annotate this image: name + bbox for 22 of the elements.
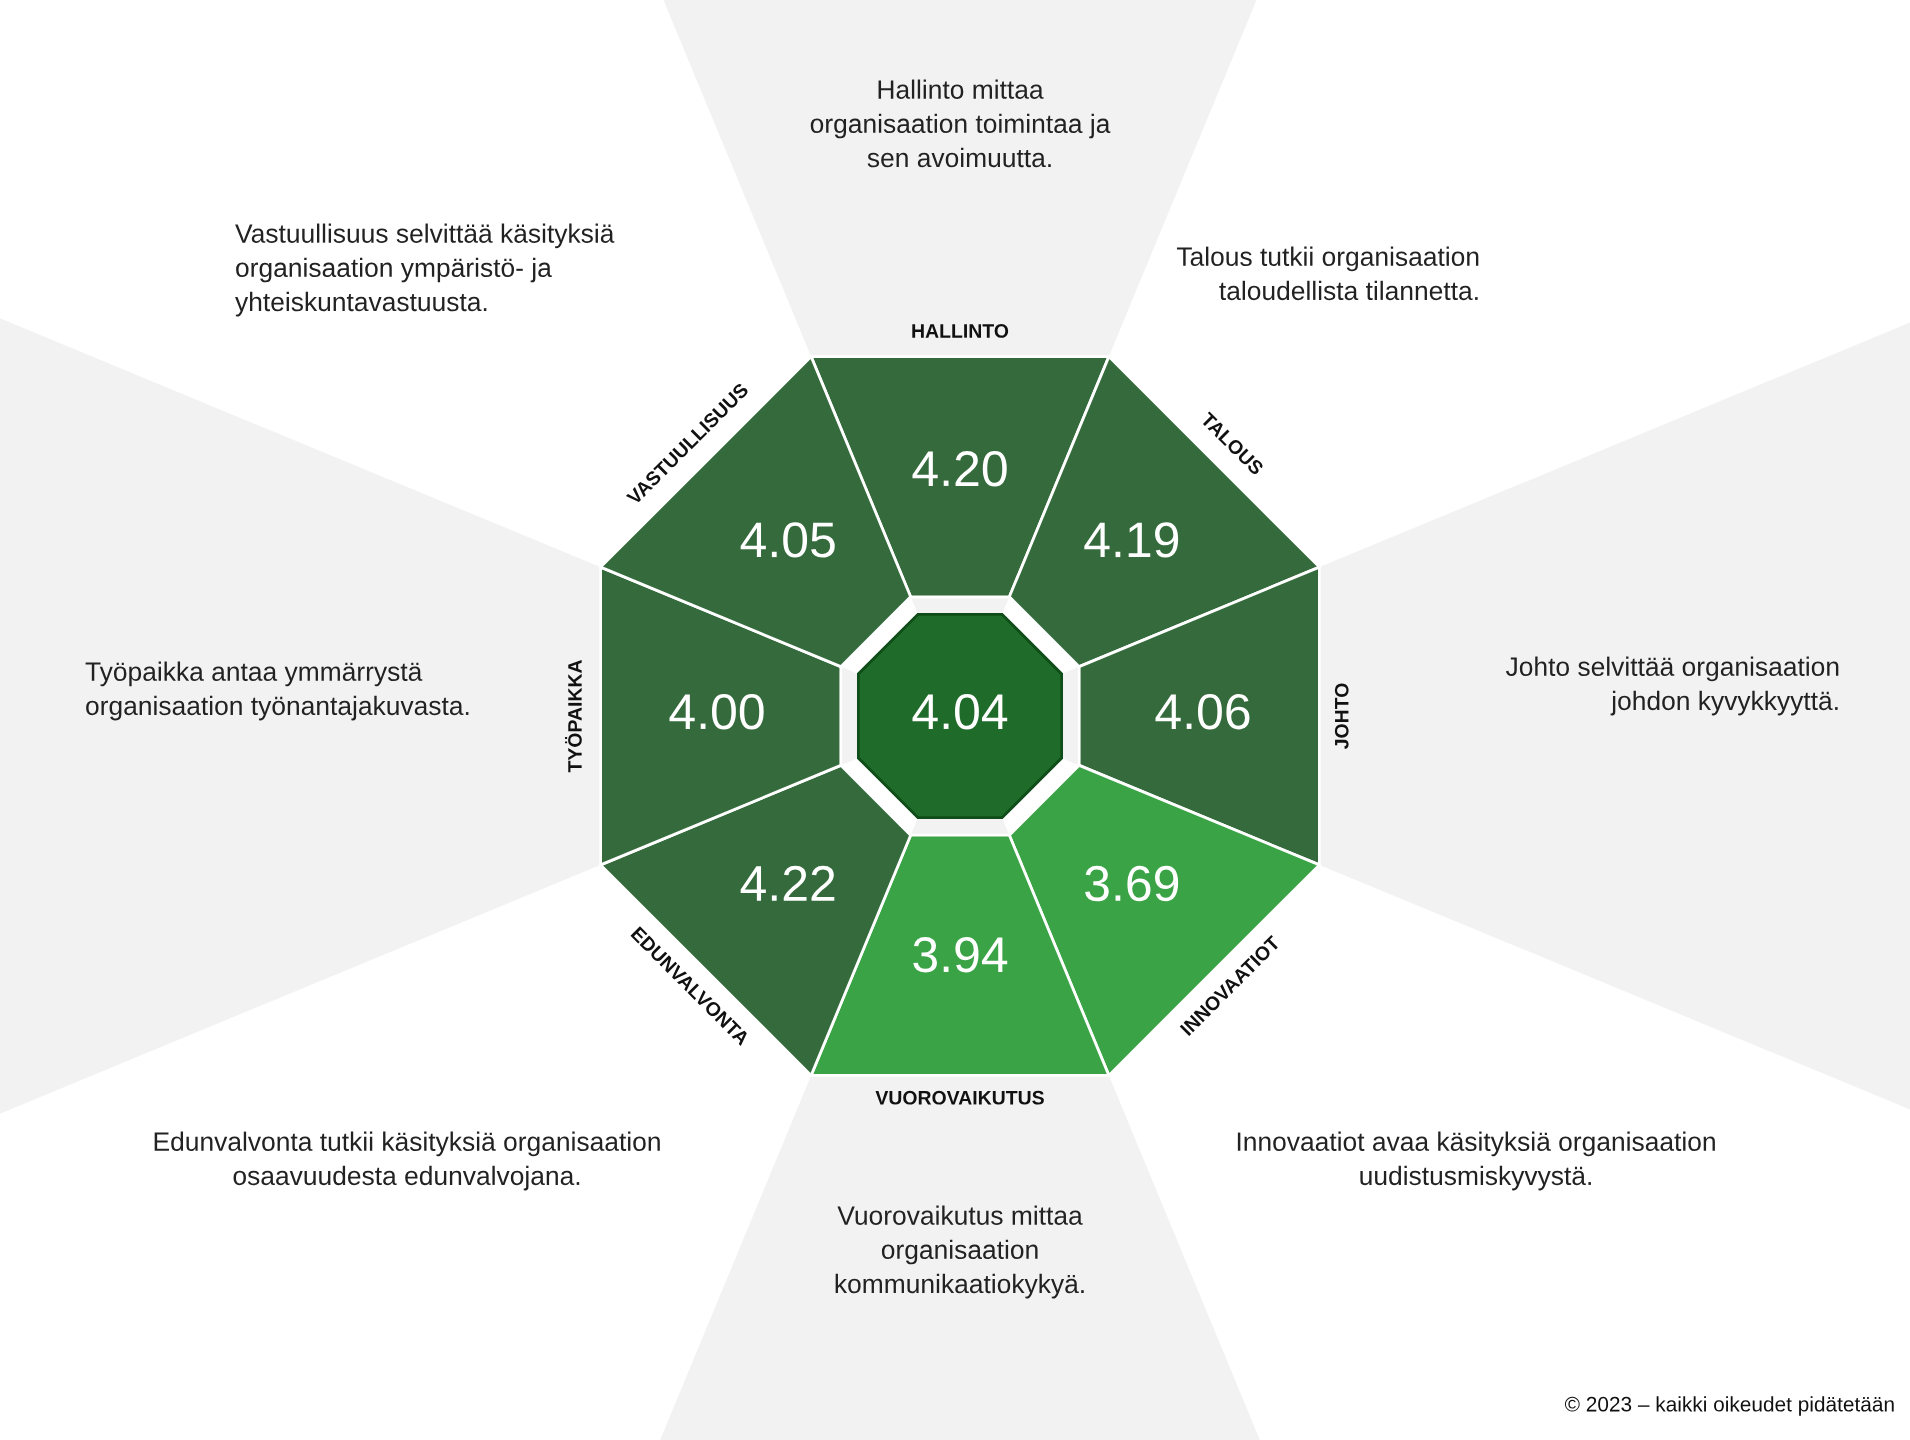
category-label: TYÖPAIKKA	[565, 659, 582, 773]
text: Vuorovaikutus mittaa organisaation kommunikaatiokykyä.	[835, 1205, 1084, 1299]
text: Edunvalvonta tutkii käsityksiä organisaation osaavuudesta edunvalvojana.	[154, 1131, 660, 1191]
text: Vastuullisuus selvittää käsityksiä organisaation ympäristö- ja yhteiskuntavastuusta.	[235, 223, 615, 317]
data-label: 4.00	[669, 694, 764, 730]
data-label: 3.69	[1085, 865, 1179, 902]
text: © 2023 – kaikki oikeudet pidätetään	[1564, 1396, 1894, 1416]
data-label: 4.05	[740, 522, 835, 558]
text: Innovaatiot avaa käsityksiä organisaation uudistusmiskyvystä.	[1237, 1131, 1715, 1191]
data-label: 4.20	[912, 451, 1007, 487]
category-label: HALLINTO	[912, 324, 1009, 338]
text: Johto selvittää organisaation johdon kyvykkyyttä.	[1505, 656, 1839, 716]
data-label: 4.22	[740, 865, 835, 901]
text: 4.04	[912, 694, 1008, 730]
text: Työpaikka antaa ymmärrystä organisaation työnantajakuvasta.	[85, 661, 469, 721]
data-label: 3.94	[913, 937, 1008, 973]
text: Talous tutkii organisaation taloudellista tilannetta.	[1176, 246, 1479, 301]
category-label: VUOROVAIKUTUS	[875, 1090, 1044, 1105]
category-label: JOHTO	[1334, 683, 1349, 750]
text: Hallinto mittaa organisaation toimintaa ja sen avoimuutta.	[810, 79, 1111, 168]
data-label: 4.06	[1155, 694, 1250, 730]
data-label: 4.19	[1084, 522, 1179, 558]
